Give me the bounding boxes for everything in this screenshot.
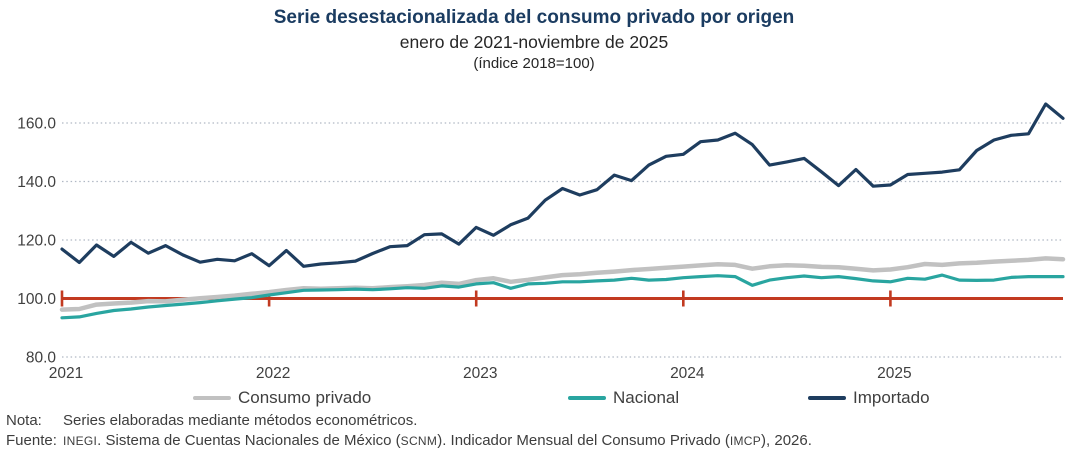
nota-text: Series elaboradas mediante métodos econo… xyxy=(63,412,418,429)
legend-swatch-importado xyxy=(808,396,846,400)
x-axis-tick-label: 2024 xyxy=(670,365,705,382)
legend-item-consumo-privado: Consumo privado xyxy=(193,388,371,408)
y-axis-tick-label: 80.0 xyxy=(26,350,57,367)
chart-title: Serie desestacionalizada del consumo pri… xyxy=(273,7,795,28)
chart-footnotes: Nota: Series elaboradas mediante métodos… xyxy=(6,411,1064,451)
x-axis-tick-label: 2022 xyxy=(256,365,290,382)
y-axis-tick-label: 160.0 xyxy=(17,116,56,133)
y-axis-tick-label: 140.0 xyxy=(17,174,56,191)
x-axis-tick-label: 2023 xyxy=(463,365,497,382)
series-line-importado xyxy=(60,102,1065,268)
fuente-text: INEGI. Sistema de Cuentas Nacionales de … xyxy=(63,432,812,449)
fuente-label: Fuente: xyxy=(6,432,57,449)
consumption-line-chart: 80.0 100.0 120.0 140.0 160.0 2021 2022 2023 2024… xyxy=(17,102,1066,382)
legend-swatch-consumo-privado xyxy=(193,395,231,401)
series-line-consumo-privado xyxy=(59,256,1066,312)
x-axis-tick-label: 2021 xyxy=(49,365,83,382)
nota-label: Nota: xyxy=(6,412,42,429)
chart-unit-note: (índice 2018=100) xyxy=(473,55,595,72)
chart-subtitle: enero de 2021-noviembre de 2025 xyxy=(399,32,669,52)
legend-swatch-nacional xyxy=(568,396,606,400)
chart-header: Serie desestacionalizada del consumo pri… xyxy=(0,6,1068,73)
legend-label-nacional: Nacional xyxy=(613,388,680,407)
chart-legend: Consumo privado Nacional Importado xyxy=(0,388,1068,408)
legend-item-importado: Importado xyxy=(808,388,930,408)
legend-label-importado: Importado xyxy=(853,388,930,407)
x-axis-tick-label: 2025 xyxy=(877,365,911,382)
series-line-nacional xyxy=(60,273,1065,320)
legend-item-nacional: Nacional xyxy=(568,388,679,408)
legend-label-consumo-privado: Consumo privado xyxy=(238,388,372,407)
y-axis-tick-label: 100.0 xyxy=(17,291,56,308)
y-axis-tick-label: 120.0 xyxy=(17,233,56,250)
